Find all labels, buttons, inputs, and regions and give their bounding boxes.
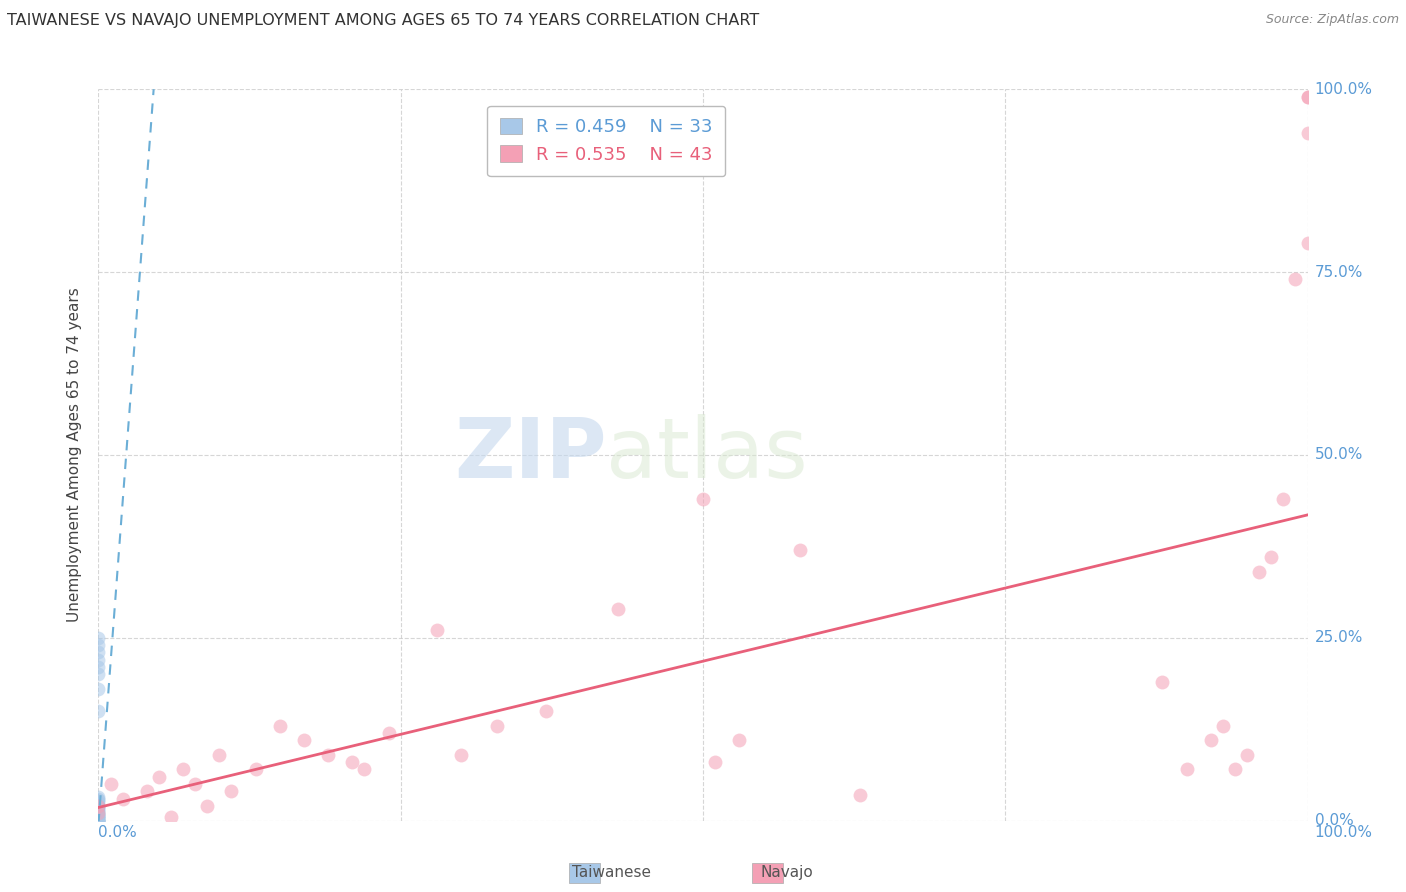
Point (1223, 763, 1246, 777)
Point (87, 806, 110, 821)
Text: Source: ZipAtlas.com: Source: ZipAtlas.com (1265, 13, 1399, 27)
Point (1296, 89, 1319, 103)
Point (849, 788, 872, 802)
Point (221, 784, 243, 798)
Point (87, 799, 110, 814)
Point (87, 808, 110, 822)
Point (789, 543, 811, 558)
Text: 0.0%: 0.0% (98, 825, 138, 840)
Point (704, 755, 727, 769)
Point (135, 784, 157, 798)
Point (87, 800, 110, 814)
Text: 100.0%: 100.0% (1315, 82, 1372, 96)
Point (87, 653, 110, 667)
Point (1236, 747, 1258, 762)
Point (316, 747, 339, 762)
Point (1296, 126, 1319, 140)
Point (1152, 674, 1174, 689)
Point (342, 755, 364, 769)
Point (87, 814, 110, 828)
Point (426, 624, 449, 638)
Point (208, 747, 231, 762)
Point (111, 791, 134, 805)
Text: atlas: atlas (606, 415, 808, 495)
Point (87, 793, 110, 807)
Point (87, 704, 110, 718)
Point (87, 681, 110, 696)
Point (292, 733, 315, 747)
Point (87, 814, 110, 828)
Legend: R = 0.459    N = 33, R = 0.535    N = 43: R = 0.459 N = 33, R = 0.535 N = 43 (488, 105, 725, 177)
Text: ZIP: ZIP (454, 415, 606, 495)
Point (87, 638, 110, 652)
Point (100, 777, 122, 791)
Point (87, 809, 110, 823)
Point (87, 814, 110, 828)
Point (87, 807, 110, 822)
Point (353, 763, 375, 777)
Point (1296, 235, 1319, 250)
Point (160, 810, 183, 824)
Point (607, 601, 630, 615)
Point (87, 660, 110, 674)
Point (87, 810, 110, 824)
Point (184, 777, 207, 791)
Point (87, 667, 110, 681)
Text: 75.0%: 75.0% (1315, 265, 1362, 279)
Point (1272, 491, 1295, 506)
Point (87, 814, 110, 828)
Point (450, 747, 472, 762)
Point (87, 807, 110, 822)
Text: TAIWANESE VS NAVAJO UNEMPLOYMENT AMONG AGES 65 TO 74 YEARS CORRELATION CHART: TAIWANESE VS NAVAJO UNEMPLOYMENT AMONG A… (7, 13, 759, 29)
Point (87, 814, 110, 828)
Point (87, 812, 110, 826)
Text: 25.0%: 25.0% (1315, 631, 1362, 645)
Point (87, 811, 110, 825)
Point (87, 814, 110, 828)
Point (87, 804, 110, 818)
Point (87, 812, 110, 826)
Point (1284, 272, 1306, 286)
Point (1296, 89, 1319, 103)
Point (87, 791, 110, 805)
Point (534, 704, 557, 718)
Point (87, 796, 110, 810)
Point (87, 806, 110, 821)
Point (1199, 733, 1222, 747)
Point (269, 718, 291, 732)
Text: 100.0%: 100.0% (1315, 825, 1372, 840)
Point (692, 491, 714, 506)
Point (87, 645, 110, 659)
Point (148, 770, 170, 784)
Point (87, 797, 110, 812)
Point (87, 631, 110, 645)
Point (245, 763, 267, 777)
Point (87, 805, 110, 819)
Text: Navajo: Navajo (761, 865, 814, 880)
Point (728, 733, 751, 747)
Point (1212, 718, 1234, 732)
Point (87, 790, 110, 805)
Text: 0.0%: 0.0% (1315, 814, 1354, 828)
Point (1260, 550, 1282, 565)
Point (1175, 763, 1198, 777)
Point (1249, 565, 1271, 579)
Text: Taiwanese: Taiwanese (572, 865, 651, 880)
Y-axis label: Unemployment Among Ages 65 to 74 years: Unemployment Among Ages 65 to 74 years (67, 287, 83, 623)
Point (87, 799, 110, 814)
Point (195, 799, 218, 814)
Point (172, 763, 194, 777)
Text: 50.0%: 50.0% (1315, 448, 1362, 462)
Point (486, 718, 509, 732)
Point (377, 726, 399, 740)
Point (87, 802, 110, 816)
